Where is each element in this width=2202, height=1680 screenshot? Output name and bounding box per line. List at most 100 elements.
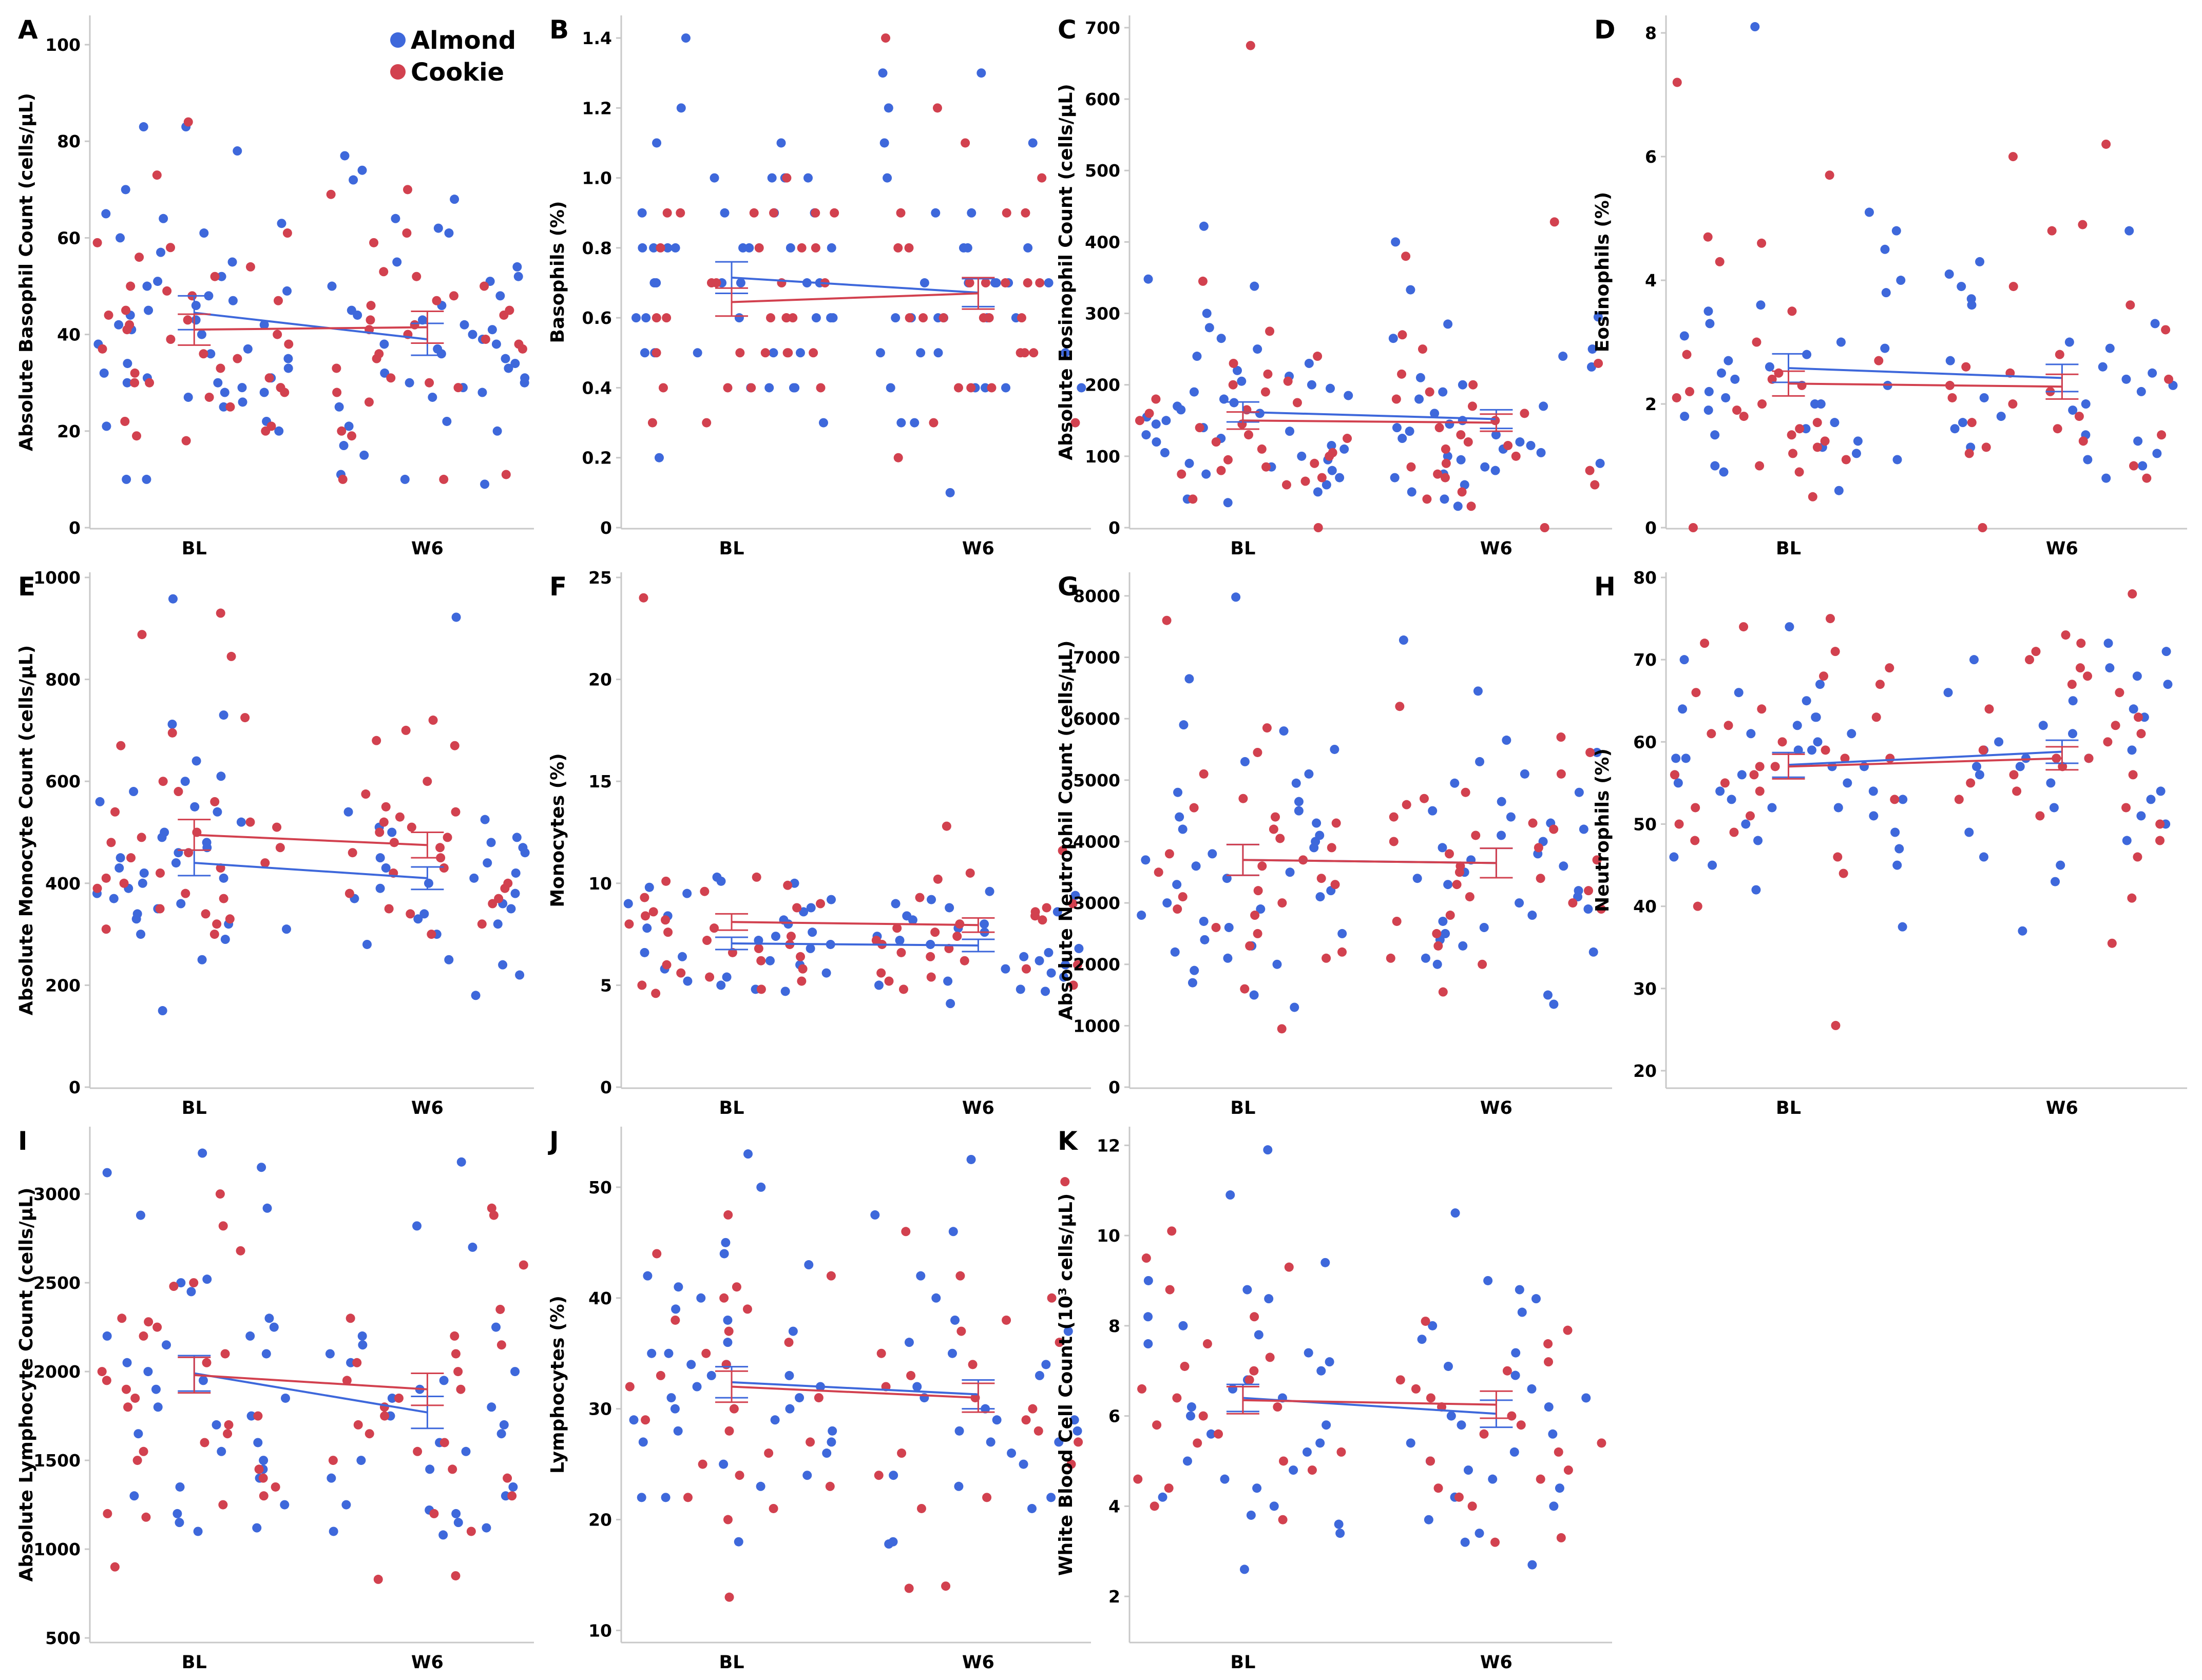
data-point-cookie xyxy=(451,1349,461,1359)
x-category-label: W6 xyxy=(411,538,444,559)
data-point-cookie xyxy=(1840,754,1850,763)
data-point-cookie xyxy=(1397,369,1407,379)
data-point-almond xyxy=(1242,1285,1252,1295)
x-category-label: BL xyxy=(1230,1652,1255,1673)
data-point-almond xyxy=(159,214,168,223)
data-point-almond xyxy=(1307,380,1316,390)
data-point-almond xyxy=(1052,907,1062,917)
data-point-almond xyxy=(212,1420,221,1430)
data-point-almond xyxy=(1237,376,1247,386)
data-point-cookie xyxy=(1253,929,1262,938)
data-point-almond xyxy=(927,895,936,904)
mean-line-almond xyxy=(1788,750,2062,766)
data-point-almond xyxy=(884,1539,894,1549)
data-point-cookie xyxy=(499,310,509,320)
data-point-cookie xyxy=(1433,941,1443,951)
data-point-almond xyxy=(102,1168,112,1177)
data-point-cookie xyxy=(2067,680,2077,689)
data-point-cookie xyxy=(233,354,242,363)
data-point-almond xyxy=(1170,947,1180,957)
data-point-almond xyxy=(1407,487,1416,497)
data-point-cookie xyxy=(1198,1411,1208,1421)
data-point-almond xyxy=(1979,852,1988,862)
data-point-cookie xyxy=(2155,836,2165,845)
data-point-cookie xyxy=(1444,849,1454,859)
y-tick-label: 8 xyxy=(1108,1316,1120,1336)
data-point-cookie xyxy=(1441,444,1450,454)
data-point-cookie xyxy=(1745,811,1755,821)
data-point-almond xyxy=(362,939,372,949)
data-point-cookie xyxy=(429,1509,439,1518)
data-point-almond xyxy=(496,1429,506,1439)
data-point-almond xyxy=(1588,947,1598,957)
data-point-cookie xyxy=(641,911,650,921)
data-point-cookie xyxy=(955,1271,965,1281)
data-point-cookie xyxy=(1154,867,1163,877)
data-point-cookie xyxy=(811,243,820,253)
data-point-almond xyxy=(2056,860,2065,870)
data-point-cookie xyxy=(2083,671,2093,681)
data-point-cookie xyxy=(1273,1402,1282,1412)
data-point-almond xyxy=(1506,812,1516,822)
data-point-almond xyxy=(1816,399,1826,409)
data-point-cookie xyxy=(724,1426,734,1436)
data-point-cookie xyxy=(1269,824,1278,834)
y-tick-label: 60 xyxy=(57,228,81,248)
data-point-almond xyxy=(456,1157,466,1167)
data-point-cookie xyxy=(92,238,102,247)
data-point-almond xyxy=(1269,1501,1279,1511)
data-point-cookie xyxy=(1715,257,1725,266)
y-axis-label: Absolute Eosinophil Count (cells/µL) xyxy=(1056,84,1077,460)
data-point-almond xyxy=(1526,440,1536,450)
mean-line-almond xyxy=(1788,367,2062,379)
data-point-cookie xyxy=(116,741,126,750)
data-point-cookie xyxy=(1021,964,1031,974)
data-point-cookie xyxy=(119,878,129,888)
data-point-almond xyxy=(1327,466,1337,475)
data-point-cookie xyxy=(117,1314,127,1323)
y-tick-label: 0.6 xyxy=(582,308,612,328)
data-point-cookie xyxy=(1479,1429,1489,1439)
data-point-cookie xyxy=(361,789,371,799)
data-point-almond xyxy=(1945,356,1955,365)
y-tick-label: 50 xyxy=(1633,814,1657,834)
data-point-cookie xyxy=(259,1491,269,1501)
data-point-almond xyxy=(771,932,780,941)
data-point-cookie xyxy=(1002,1315,1011,1325)
data-point-cookie xyxy=(338,474,348,484)
data-point-almond xyxy=(743,1149,753,1159)
data-point-almond xyxy=(959,243,968,253)
data-point-cookie xyxy=(641,1415,650,1425)
data-point-cookie xyxy=(97,1367,107,1377)
y-tick-label: 0.4 xyxy=(582,378,612,398)
data-point-almond xyxy=(1445,419,1454,429)
data-point-almond xyxy=(1715,786,1725,796)
data-point-cookie xyxy=(1313,352,1323,361)
data-point-almond xyxy=(811,313,821,323)
data-point-almond xyxy=(883,173,892,183)
data-point-almond xyxy=(1756,300,1766,310)
data-point-cookie xyxy=(1133,1474,1143,1484)
data-point-almond xyxy=(954,1481,964,1491)
y-tick-label: 0 xyxy=(69,1077,81,1097)
data-point-cookie xyxy=(1471,831,1481,840)
data-point-almond xyxy=(1046,1493,1056,1502)
data-point-almond xyxy=(121,185,130,195)
data-point-cookie xyxy=(1516,1420,1526,1430)
data-point-almond xyxy=(259,1456,269,1465)
data-point-cookie xyxy=(723,1515,733,1524)
data-point-almond xyxy=(933,348,943,358)
data-point-cookie xyxy=(1703,232,1713,242)
y-tick-label: 30 xyxy=(1633,979,1657,999)
data-point-almond xyxy=(491,339,501,349)
data-point-almond xyxy=(1807,745,1816,755)
data-point-almond xyxy=(1190,965,1199,975)
x-category-label: W6 xyxy=(1480,1652,1512,1673)
data-point-almond xyxy=(720,208,730,218)
data-point-cookie xyxy=(2084,754,2094,763)
data-point-almond xyxy=(2138,461,2148,471)
data-point-almond xyxy=(1199,221,1209,231)
y-tick-label: 6 xyxy=(1645,147,1657,167)
data-point-almond xyxy=(676,103,686,113)
data-point-cookie xyxy=(1507,1411,1517,1421)
